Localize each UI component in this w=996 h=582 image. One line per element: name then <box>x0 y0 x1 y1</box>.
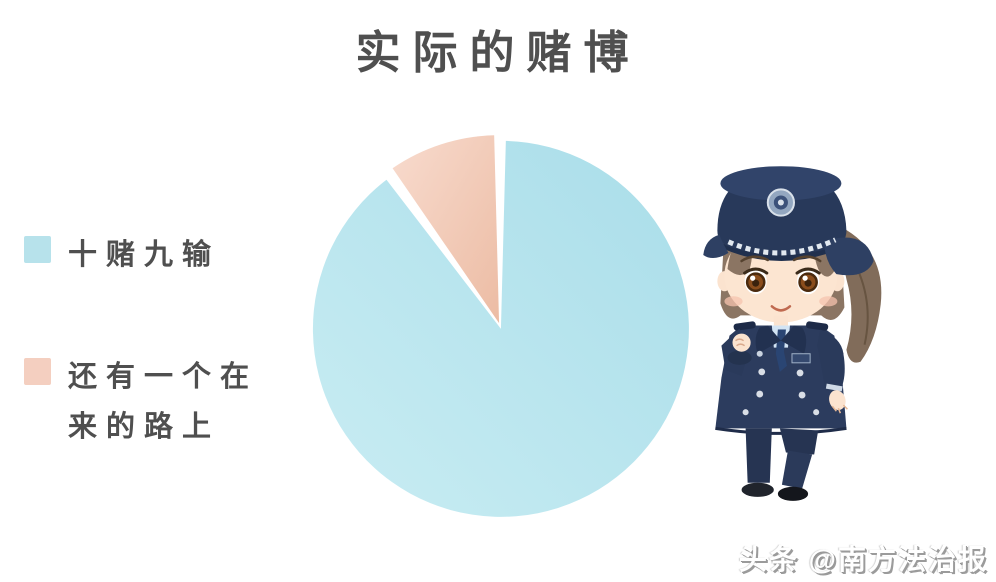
mascot-pupil <box>804 279 812 287</box>
mascot-pocket-button <box>742 409 749 416</box>
mascot-jacket <box>715 325 847 429</box>
mascot-right-thigh <box>779 428 819 455</box>
mascot-eyelash <box>795 267 821 275</box>
mascot-epaulette <box>733 321 756 331</box>
legend-swatch <box>24 358 51 385</box>
mascot-shoe <box>777 486 809 501</box>
watermark: 头条 @南方法治报 <box>738 544 988 575</box>
mascot-hand-fingers <box>831 404 848 414</box>
pie-legend: 十赌九输 还有一个在 来的路上 <box>24 230 314 452</box>
mascot-left-cuff <box>727 350 752 365</box>
mascot-shoe <box>741 482 774 497</box>
legend-swatch <box>24 236 51 263</box>
chart-title: 实际的赌博 <box>355 28 641 78</box>
legend-label: 十赌九输 <box>68 239 221 271</box>
mascot-lapel <box>755 325 781 354</box>
mascot-button <box>798 391 806 399</box>
mascot-mouth <box>770 305 792 312</box>
mascot-right-shin <box>781 450 813 489</box>
mascot-shirt-cuff <box>825 383 843 392</box>
legend-item-on-the-way: 还有一个在 来的路上 <box>24 352 314 452</box>
mascot-hat-top <box>720 166 842 201</box>
mascot-button <box>796 369 804 377</box>
mascot-jacket-hem <box>715 426 847 435</box>
mascot-fist <box>732 333 751 352</box>
pie-chart <box>290 116 710 536</box>
mascot-eye-highlight <box>802 275 808 281</box>
mascot-hat-side-brim <box>824 237 874 276</box>
mascot-hat-band <box>727 237 837 256</box>
mascot-chest-badge <box>791 353 811 364</box>
mascot-hat-badge-star <box>777 199 784 206</box>
mascot-blush <box>724 296 743 307</box>
mascot-chest-pin <box>756 350 763 357</box>
mascot-right-arm <box>817 329 845 393</box>
mascot-button <box>758 368 766 376</box>
pie-chart-svg <box>312 135 689 517</box>
mascot-fist-fingers <box>735 338 746 347</box>
mascot-epaulette <box>806 321 829 331</box>
mascot-hand <box>829 390 846 411</box>
mascot-pocket-button <box>813 409 820 416</box>
mascot-lapel <box>780 325 807 354</box>
pie-slice-0 <box>312 140 689 517</box>
mascot-eyelash <box>743 267 769 275</box>
mascot-left-leg <box>745 428 772 483</box>
legend-label: 还有一个在 来的路上 <box>68 361 259 443</box>
legend-item-win-lose: 十赌九输 <box>24 230 314 280</box>
mascot-eyebrow <box>792 255 822 263</box>
mascot-hat-side-brim <box>703 234 729 259</box>
mascot-eye-highlight <box>750 275 756 281</box>
mascot-eyebrow <box>740 255 770 263</box>
pie-slice-1 <box>392 135 500 324</box>
mascot-blush <box>819 296 838 307</box>
mascot-button <box>756 390 764 398</box>
mascot-pupil <box>752 279 760 287</box>
police-mascot-illustration <box>703 166 882 501</box>
